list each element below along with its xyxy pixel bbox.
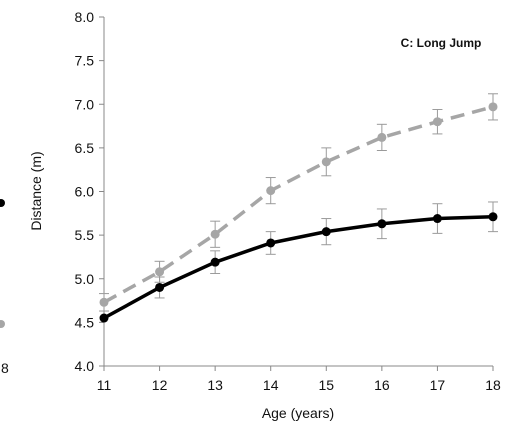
series-black-solid <box>99 201 498 323</box>
data-point <box>266 238 276 248</box>
x-tick-label: 17 <box>430 377 446 393</box>
edge-tick-label: 8 <box>1 360 9 376</box>
x-axis-ticks: 11 12 13 14 15 16 17 18 <box>97 366 501 393</box>
series-line <box>103 105 494 304</box>
data-point <box>321 227 331 237</box>
data-point <box>210 229 220 239</box>
data-point <box>432 117 442 127</box>
series-layer <box>99 93 498 323</box>
data-point <box>266 186 276 196</box>
series-line <box>103 215 494 320</box>
data-point <box>155 267 165 277</box>
edge-marker-gray <box>0 320 5 328</box>
x-tick-label: 14 <box>263 377 279 393</box>
x-tick-label: 11 <box>97 377 112 393</box>
y-tick-label: 7.0 <box>75 96 95 112</box>
y-tick-label: 4.0 <box>75 358 95 374</box>
y-axis-ticks: 4.0 4.5 5.0 5.5 6.0 6.5 7.0 7.5 8.0 <box>75 9 104 374</box>
x-tick-label: 13 <box>207 377 223 393</box>
edge-marker-black <box>0 199 5 207</box>
x-axis-label: Age (years) <box>262 405 334 421</box>
data-point <box>210 257 220 267</box>
data-point <box>488 212 498 222</box>
y-axis-label: Distance (m) <box>28 151 44 230</box>
x-tick-label: 15 <box>318 377 334 393</box>
x-tick-label: 16 <box>374 377 390 393</box>
data-point <box>432 214 442 224</box>
series-gray-dashed <box>99 93 498 312</box>
data-point <box>321 157 331 167</box>
data-point <box>377 219 387 229</box>
x-tick-label: 12 <box>152 377 168 393</box>
chart-title: C: Long Jump <box>401 36 482 50</box>
left-edge-fragment: 8 <box>0 199 9 376</box>
data-point <box>488 102 498 112</box>
y-tick-label: 7.5 <box>75 53 95 69</box>
data-point <box>377 132 387 142</box>
data-point <box>99 297 109 307</box>
y-tick-label: 8.0 <box>75 9 95 25</box>
data-point <box>99 313 109 323</box>
y-tick-label: 6.0 <box>75 184 95 200</box>
y-tick-label: 5.0 <box>75 271 95 287</box>
y-tick-label: 6.5 <box>75 140 95 156</box>
y-tick-label: 4.5 <box>75 314 95 330</box>
x-tick-label: 18 <box>485 377 501 393</box>
data-point <box>155 282 165 292</box>
y-tick-label: 5.5 <box>75 227 95 243</box>
